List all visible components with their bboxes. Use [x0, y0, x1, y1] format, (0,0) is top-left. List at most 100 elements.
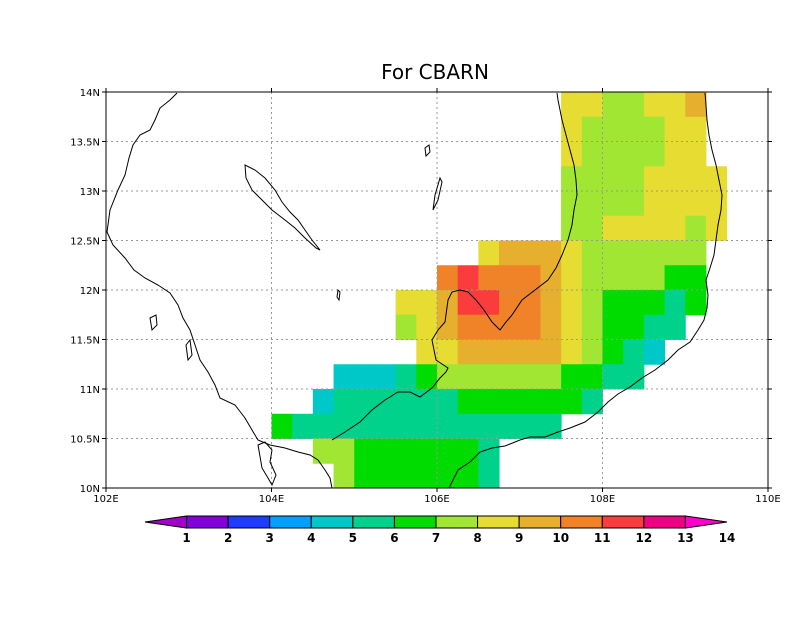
- heatmap-cell: [540, 364, 562, 390]
- heatmap-cell: [457, 389, 479, 415]
- heatmap-cell: [374, 438, 397, 464]
- heatmap-cell: [540, 290, 562, 316]
- heatmap-cell: [602, 116, 624, 142]
- heatmap-cell: [602, 339, 624, 365]
- heatmap-cell: [581, 389, 603, 415]
- heatmap-cell: [519, 413, 541, 439]
- heatmap-cell: [623, 191, 645, 217]
- heatmap-cell: [395, 290, 417, 316]
- heatmap-cell: [602, 141, 624, 167]
- heatmap-cell: [478, 265, 500, 291]
- heatmap-cell: [685, 116, 707, 142]
- heatmap-cell: [643, 339, 666, 365]
- y-tick-label: 12.5N: [70, 237, 100, 248]
- heatmap-cell: [437, 314, 459, 340]
- heatmap-cell: [437, 364, 459, 390]
- heatmap-cell: [623, 141, 645, 167]
- heatmap-cell: [478, 314, 500, 340]
- heatmap-cell: [643, 240, 666, 266]
- colorbar-label: 2: [224, 531, 232, 545]
- heatmap-cell: [499, 389, 521, 415]
- heatmap-cell: [499, 314, 521, 340]
- heatmap-cell: [374, 364, 397, 390]
- y-tick-label: 12N: [80, 286, 100, 297]
- heatmap-cell: [643, 116, 666, 142]
- heatmap-cell: [685, 265, 707, 291]
- chart-title: For CBARN: [381, 60, 489, 84]
- colorbar-label: 6: [390, 531, 398, 545]
- colorbar-swatch: [310, 515, 354, 529]
- y-tick-label: 10N: [80, 484, 100, 495]
- heatmap-cell: [478, 290, 500, 316]
- heatmap-cell: [437, 438, 459, 464]
- heatmap-cell: [354, 438, 376, 464]
- heatmap-cell: [561, 290, 583, 316]
- heatmap-cell: [561, 364, 583, 390]
- heatmap-cell: [478, 413, 500, 439]
- heatmap-cell: [623, 314, 645, 340]
- heatmap-cell: [581, 92, 603, 118]
- colorbar-label: 5: [349, 531, 357, 545]
- heatmap-cell: [643, 191, 666, 217]
- heatmap-cell: [333, 438, 355, 464]
- heatmap-cell: [333, 463, 355, 489]
- heatmap-cell: [499, 339, 521, 365]
- colorbar-label: 7: [432, 531, 440, 545]
- heatmap-cell: [499, 290, 521, 316]
- heatmap-cell: [519, 240, 541, 266]
- heatmap-cell: [437, 389, 459, 415]
- heatmap-cell: [416, 339, 438, 365]
- heatmap-cell: [643, 92, 666, 118]
- heatmap-cell: [395, 463, 417, 489]
- colorbar-label: 9: [515, 531, 523, 545]
- colorbar-swatch: [393, 515, 437, 529]
- heatmap-cell: [623, 215, 645, 241]
- heatmap-cell: [643, 215, 666, 241]
- heatmap-cell: [602, 92, 624, 118]
- heatmap-cell: [540, 240, 562, 266]
- heatmap-cell: [354, 389, 376, 415]
- coastline: [106, 92, 723, 489]
- y-tick-label: 11.5N: [70, 336, 100, 347]
- coastline-mainland-west: [106, 92, 333, 489]
- heatmap-cell: [664, 290, 686, 316]
- x-tick-label: 102E: [93, 494, 118, 505]
- colorbar-swatch: [518, 515, 562, 529]
- heatmap-cell: [685, 191, 707, 217]
- colorbar-label: 3: [266, 531, 274, 545]
- heatmap-cell: [457, 265, 479, 291]
- heatmap-cell: [602, 364, 624, 390]
- heatmap-cell: [457, 314, 479, 340]
- heatmap-cell: [581, 166, 603, 192]
- heatmap-cell: [457, 364, 479, 390]
- heatmap-cell: [623, 240, 645, 266]
- colorbar-swatch: [477, 515, 520, 529]
- heatmap-cell: [540, 314, 562, 340]
- y-tick-label: 13N: [80, 187, 100, 198]
- heatmap-cell: [664, 116, 686, 142]
- heatmap-cell: [602, 290, 624, 316]
- coastline-tonle-sap-lake: [244, 164, 321, 251]
- heatmap-cell: [602, 314, 624, 340]
- gridlines: [106, 92, 768, 488]
- heatmap-cell: [292, 413, 314, 439]
- heatmap-cell: [623, 166, 645, 192]
- heatmap-cell: [354, 413, 376, 439]
- heatmap-cell: [333, 364, 355, 390]
- heatmap-cell: [623, 290, 645, 316]
- heatmap-cell: [581, 141, 603, 167]
- colorbar-swatch: [601, 515, 645, 529]
- heatmap-cell: [540, 265, 562, 291]
- heatmap-cell: [643, 314, 666, 340]
- x-tick-label: 104E: [259, 494, 284, 505]
- heatmap-cell: [416, 438, 438, 464]
- heatmap-cell: [478, 463, 500, 489]
- heatmap-cell: [664, 265, 686, 291]
- heatmap-cell: [643, 265, 666, 291]
- y-tick-label: 11N: [80, 385, 100, 396]
- heatmap-cell: [457, 290, 479, 316]
- heatmap-cell: [312, 438, 335, 464]
- heatmap-cell: [581, 290, 603, 316]
- heatmap-cell: [561, 389, 583, 415]
- heatmap-cell: [602, 240, 624, 266]
